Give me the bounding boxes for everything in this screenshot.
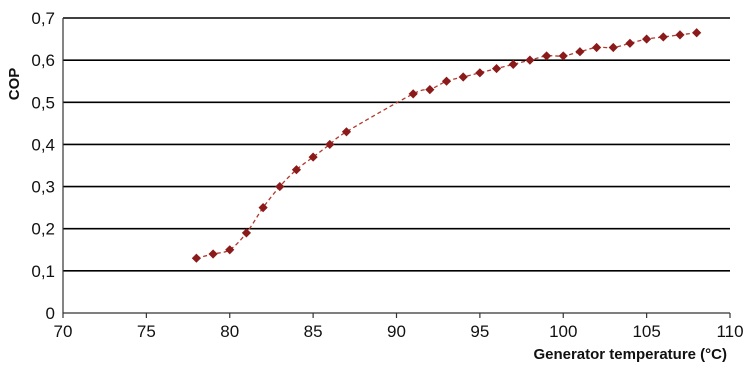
data-point-marker: [241, 228, 252, 238]
x-tick-label: 75: [137, 322, 156, 341]
data-point-marker: [191, 253, 201, 263]
x-tick-label: 80: [220, 322, 239, 341]
y-tick-label: 0,2: [31, 220, 55, 239]
x-tick-label: 90: [387, 322, 406, 341]
data-point-marker: [291, 165, 302, 175]
y-axis-title: COP: [6, 68, 23, 101]
data-point-marker: [325, 139, 335, 150]
x-tick-label: 110: [716, 322, 743, 341]
data-point-marker: [458, 72, 468, 82]
data-point-marker: [525, 55, 535, 65]
y-tick-labels: 0 0,1 0,2 0,3 0,4 0,5 0,6 0,7: [31, 9, 55, 323]
data-point-marker: [625, 38, 635, 48]
data-point-marker: [491, 63, 502, 74]
data-point-marker: [341, 127, 352, 137]
y-tick-label: 0,1: [31, 262, 55, 281]
data-point-marker: [658, 32, 668, 42]
y-tick-label: 0,3: [31, 178, 55, 197]
data-point-marker: [475, 68, 485, 78]
y-tick-label: 0,6: [31, 51, 55, 70]
x-tick-label: 85: [304, 322, 323, 341]
series-cop: [191, 28, 702, 263]
y-tick-label: 0,5: [31, 93, 55, 112]
data-point-marker: [408, 89, 418, 99]
data-point-marker: [675, 30, 685, 40]
x-tick-labels: 70 75 80 85 90 95 100 105 110: [54, 322, 744, 341]
data-point-marker: [275, 181, 285, 192]
x-tick-label: 95: [470, 322, 489, 341]
y-tick-label: 0,7: [31, 9, 55, 28]
gridlines: [63, 17, 730, 272]
data-point-marker: [575, 47, 585, 57]
series-line: [196, 32, 697, 259]
data-point-marker: [541, 51, 552, 61]
y-tick-label: 0,4: [31, 135, 55, 154]
data-point-marker: [225, 245, 235, 255]
data-point-marker: [441, 76, 452, 86]
data-point-marker: [558, 51, 568, 61]
y-tick-label: 0: [46, 304, 55, 323]
data-point-marker: [692, 28, 702, 38]
data-point-marker: [308, 152, 318, 162]
x-axis-title: Generator temperature (°C): [533, 346, 727, 363]
data-point-marker: [258, 203, 268, 213]
data-point-marker: [425, 85, 435, 95]
data-point-marker: [208, 249, 218, 259]
x-tick-label: 100: [549, 322, 577, 341]
data-point-marker: [592, 42, 602, 53]
x-tick-label: 105: [632, 322, 660, 341]
data-point-marker: [608, 42, 618, 53]
x-tick-label: 70: [54, 322, 73, 341]
axes: [62, 18, 731, 318]
data-point-marker: [642, 34, 652, 44]
data-point-marker: [508, 59, 518, 69]
